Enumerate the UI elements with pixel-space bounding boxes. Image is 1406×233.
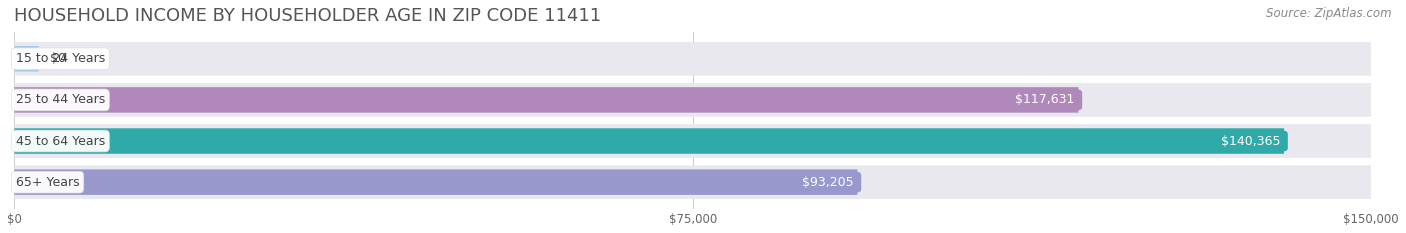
FancyBboxPatch shape [14,124,1371,158]
Text: 65+ Years: 65+ Years [15,176,79,189]
Text: 45 to 64 Years: 45 to 64 Years [15,134,105,147]
FancyBboxPatch shape [14,46,39,72]
Text: $0: $0 [49,52,66,65]
Text: $117,631: $117,631 [1011,93,1078,106]
FancyBboxPatch shape [14,128,1284,154]
Text: 25 to 44 Years: 25 to 44 Years [15,93,105,106]
Text: $93,205: $93,205 [797,176,858,189]
Text: HOUSEHOLD INCOME BY HOUSEHOLDER AGE IN ZIP CODE 11411: HOUSEHOLD INCOME BY HOUSEHOLDER AGE IN Z… [14,7,602,25]
FancyBboxPatch shape [14,42,1371,76]
FancyBboxPatch shape [14,83,1371,117]
Text: 15 to 24 Years: 15 to 24 Years [15,52,105,65]
FancyBboxPatch shape [14,169,858,195]
FancyBboxPatch shape [14,87,1078,113]
Text: Source: ZipAtlas.com: Source: ZipAtlas.com [1267,7,1392,20]
Text: $140,365: $140,365 [1216,134,1284,147]
FancyBboxPatch shape [14,165,1371,199]
